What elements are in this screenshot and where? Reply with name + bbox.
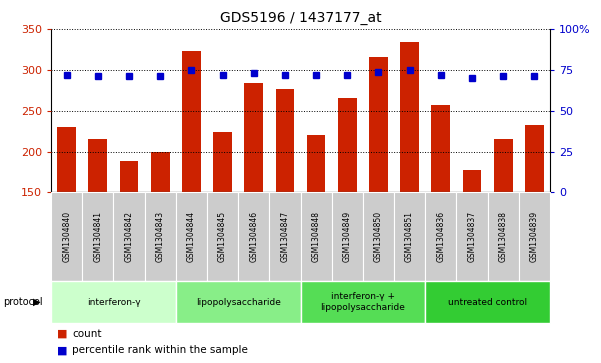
Bar xyxy=(300,192,332,281)
Bar xyxy=(300,281,426,323)
Text: GSM1304845: GSM1304845 xyxy=(218,211,227,262)
Bar xyxy=(487,192,519,281)
Bar xyxy=(182,51,201,192)
Bar xyxy=(114,192,145,281)
Text: GSM1304837: GSM1304837 xyxy=(468,211,477,262)
Bar xyxy=(519,192,550,281)
Text: GSM1304842: GSM1304842 xyxy=(124,211,133,262)
Bar xyxy=(494,139,513,192)
Text: GSM1304843: GSM1304843 xyxy=(156,211,165,262)
Bar xyxy=(88,139,107,192)
Bar xyxy=(269,192,300,281)
Bar xyxy=(394,192,426,281)
Text: ▶: ▶ xyxy=(33,297,40,307)
Text: untreated control: untreated control xyxy=(448,298,527,307)
Text: ■: ■ xyxy=(57,329,67,339)
Text: GSM1304841: GSM1304841 xyxy=(93,211,102,262)
Bar xyxy=(245,83,263,192)
Bar xyxy=(238,192,269,281)
Text: GSM1304847: GSM1304847 xyxy=(281,211,290,262)
Text: GSM1304838: GSM1304838 xyxy=(499,211,508,262)
Text: count: count xyxy=(72,329,102,339)
Bar xyxy=(456,192,487,281)
Text: percentile rank within the sample: percentile rank within the sample xyxy=(72,345,248,355)
Bar xyxy=(332,192,363,281)
Bar xyxy=(57,127,76,192)
Bar xyxy=(120,161,138,192)
Text: ■: ■ xyxy=(57,345,67,355)
Bar xyxy=(213,132,232,192)
Bar xyxy=(207,192,238,281)
Bar xyxy=(432,105,450,192)
Text: GSM1304849: GSM1304849 xyxy=(343,211,352,262)
Bar xyxy=(426,192,456,281)
Bar xyxy=(426,281,550,323)
Text: GSM1304844: GSM1304844 xyxy=(187,211,196,262)
Text: GSM1304851: GSM1304851 xyxy=(405,211,414,262)
Text: GSM1304850: GSM1304850 xyxy=(374,211,383,262)
Bar xyxy=(363,192,394,281)
Text: GSM1304848: GSM1304848 xyxy=(311,211,320,262)
Text: interferon-γ: interferon-γ xyxy=(87,298,140,307)
Bar xyxy=(307,135,326,192)
Text: lipopolysaccharide: lipopolysaccharide xyxy=(196,298,281,307)
Text: GSM1304839: GSM1304839 xyxy=(530,211,539,262)
Bar xyxy=(151,152,169,192)
Bar xyxy=(145,192,176,281)
Bar xyxy=(176,281,300,323)
Bar xyxy=(82,192,114,281)
Text: protocol: protocol xyxy=(3,297,43,307)
Text: GSM1304836: GSM1304836 xyxy=(436,211,445,262)
Bar xyxy=(525,125,544,192)
Text: GDS5196 / 1437177_at: GDS5196 / 1437177_at xyxy=(220,11,381,25)
Bar xyxy=(369,57,388,192)
Bar xyxy=(51,281,176,323)
Bar xyxy=(338,98,356,192)
Bar xyxy=(400,42,419,192)
Bar xyxy=(176,192,207,281)
Bar xyxy=(276,89,294,192)
Bar xyxy=(51,192,82,281)
Bar xyxy=(463,170,481,192)
Text: GSM1304846: GSM1304846 xyxy=(249,211,258,262)
Text: interferon-γ +
lipopolysaccharide: interferon-γ + lipopolysaccharide xyxy=(320,293,405,312)
Text: GSM1304840: GSM1304840 xyxy=(62,211,71,262)
